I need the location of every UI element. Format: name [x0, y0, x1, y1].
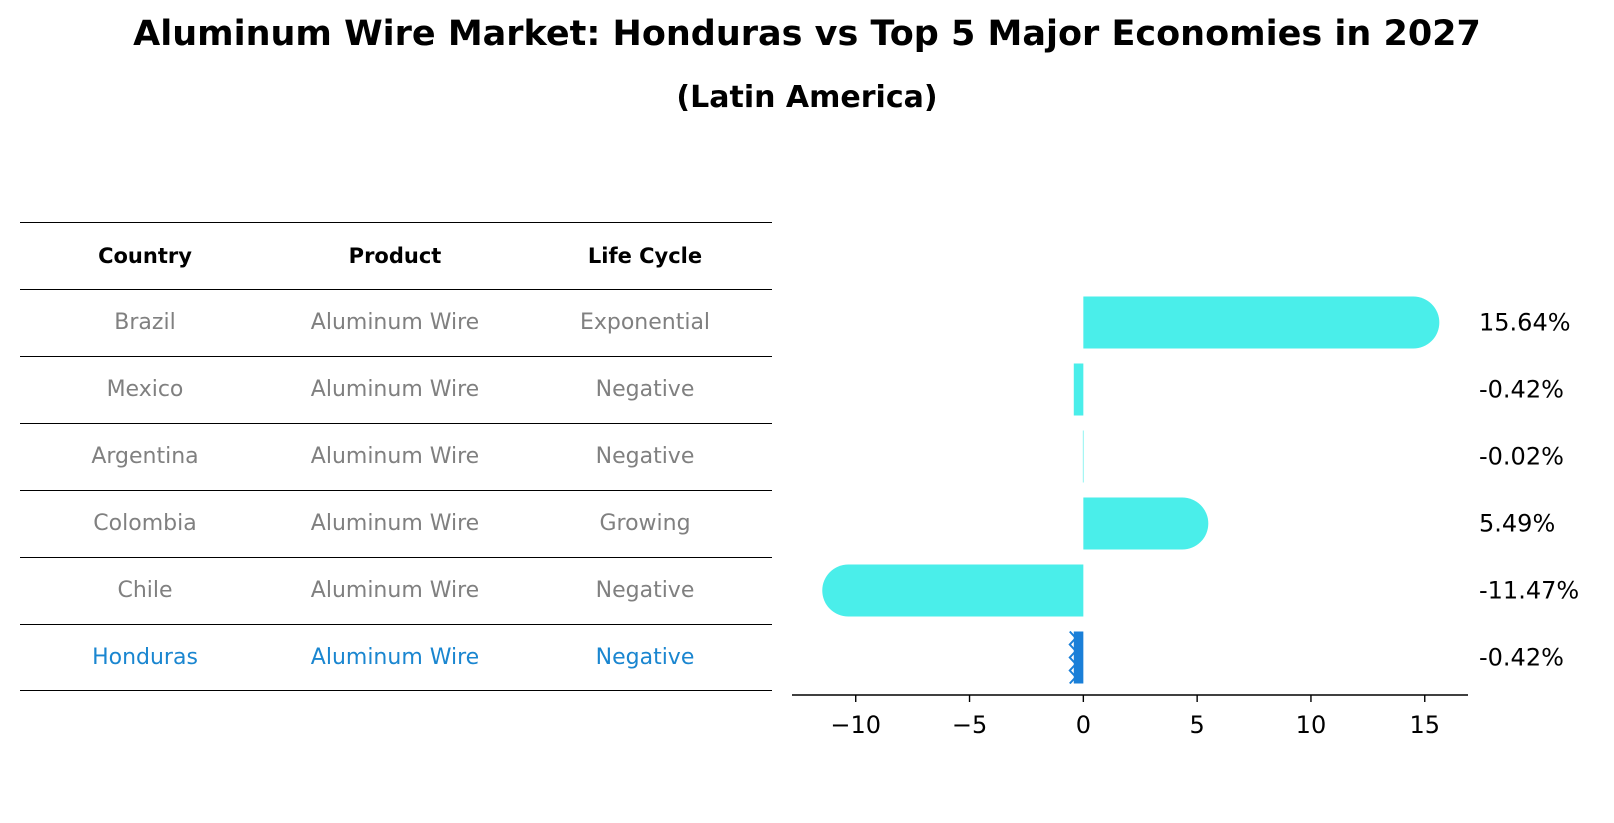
- bar-cap: [1387, 296, 1440, 349]
- bar: [1082, 430, 1084, 483]
- table-row: Colombia Aluminum Wire Growing: [20, 490, 772, 557]
- x-tick-label: −5: [952, 711, 987, 739]
- bar: [848, 564, 1084, 617]
- cell-product: Aluminum Wire: [310, 310, 480, 335]
- bar-value-label: -11.47%: [1479, 577, 1579, 605]
- cell-life-cycle: Negative: [595, 645, 695, 670]
- cell-life-cycle: Negative: [595, 377, 695, 402]
- bar-cap: [1156, 497, 1209, 550]
- cell-life-cycle: Negative: [595, 578, 695, 603]
- cell-country: Brazil: [114, 310, 176, 335]
- cell-country: Colombia: [93, 511, 197, 536]
- bar-cap: [822, 564, 875, 617]
- bar-highlighted: [1073, 631, 1084, 684]
- cell-country: Chile: [117, 578, 173, 603]
- cell-product: Aluminum Wire: [310, 377, 480, 402]
- bar-value-label: -0.42%: [1479, 644, 1564, 672]
- bar-value-label: -0.02%: [1479, 443, 1564, 471]
- table-row: Brazil Aluminum Wire Exponential: [20, 289, 772, 356]
- header-product: Product: [348, 244, 442, 268]
- cell-life-cycle: Growing: [599, 511, 691, 536]
- cell-country: Mexico: [106, 377, 184, 402]
- table-header-row: Country Product Life Cycle: [20, 222, 772, 289]
- x-tick-label: 5: [1190, 711, 1205, 739]
- table-row-highlighted: Honduras Aluminum Wire Negative: [20, 624, 772, 691]
- bar-value-label: 5.49%: [1479, 510, 1555, 538]
- cell-life-cycle: Exponential: [579, 310, 711, 335]
- table-row: Mexico Aluminum Wire Negative: [20, 356, 772, 423]
- table-row: Argentina Aluminum Wire Negative: [20, 423, 772, 490]
- cell-product: Aluminum Wire: [310, 645, 480, 670]
- x-tick-label: 15: [1409, 711, 1440, 739]
- bar: [1083, 296, 1414, 349]
- header-life-cycle: Life Cycle: [587, 244, 703, 268]
- bar-value-label: 15.64%: [1479, 309, 1571, 337]
- bar: [1073, 363, 1084, 416]
- header-country: Country: [98, 244, 192, 268]
- x-tick-label: −10: [830, 711, 881, 739]
- cell-product: Aluminum Wire: [310, 578, 480, 603]
- table-row: Chile Aluminum Wire Negative: [20, 557, 772, 624]
- chart-subtitle: (Latin America): [676, 80, 938, 115]
- data-table: Country Product Life Cycle Brazil Alumin…: [20, 222, 772, 691]
- cell-product: Aluminum Wire: [310, 511, 480, 536]
- chart-title: Aluminum Wire Market: Honduras vs Top 5 …: [133, 14, 1481, 54]
- cell-product: Aluminum Wire: [310, 444, 480, 469]
- bar-value-label: -0.42%: [1479, 376, 1564, 404]
- x-tick-label: 10: [1296, 711, 1327, 739]
- x-tick-label: 0: [1076, 711, 1091, 739]
- cell-life-cycle: Negative: [595, 444, 695, 469]
- cell-country: Honduras: [92, 645, 198, 670]
- bar-highlight-edge: [1068, 630, 1078, 685]
- cell-country: Argentina: [91, 444, 199, 469]
